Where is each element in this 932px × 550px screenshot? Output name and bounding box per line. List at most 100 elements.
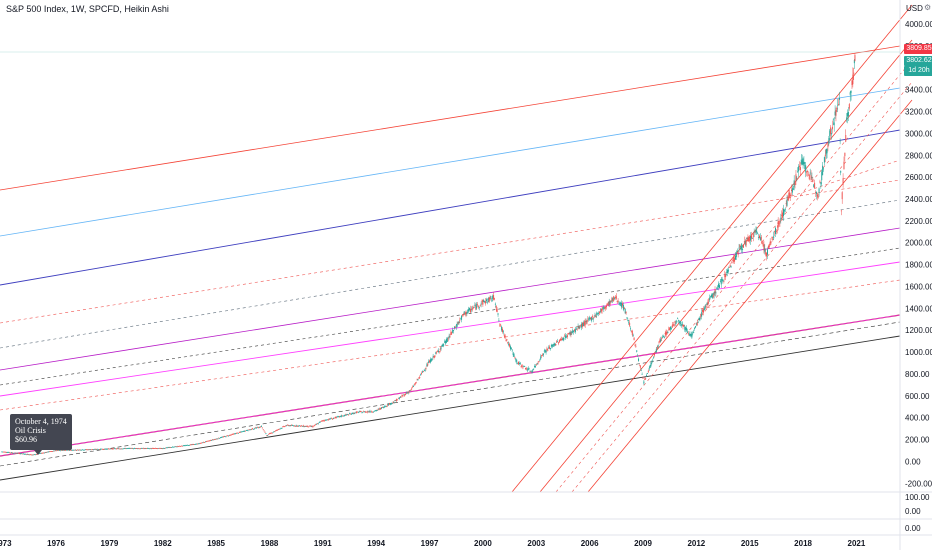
candle-body-944: [840, 170, 842, 173]
candle-body-243: [217, 438, 219, 440]
candle-body-563: [501, 328, 503, 332]
trend-line-blue: [0, 87, 901, 237]
candle-body-654: [582, 322, 584, 326]
candle-body-20: [19, 453, 21, 455]
candle-body-225: [201, 442, 203, 444]
candle-body-830: [739, 244, 741, 248]
y-tick-4: 3200.00: [905, 108, 932, 117]
candle-body-631: [562, 338, 564, 341]
candle-body-866: [771, 237, 773, 239]
candle-body-386: [344, 415, 346, 416]
candle-body-99: [89, 449, 91, 451]
candle-body-118: [106, 448, 108, 450]
x-tick-15: 2018: [794, 539, 812, 548]
candle-body-88: [79, 449, 81, 451]
candle-body-384: [342, 415, 344, 417]
candle-body-408: [364, 411, 366, 413]
candle-body-785: [699, 317, 701, 321]
candle-body-502: [447, 338, 449, 340]
gear-icon[interactable]: ⚙: [924, 3, 932, 12]
candle-body-443: [395, 400, 397, 402]
candle-body-741: [660, 339, 662, 342]
candle-body-134: [120, 448, 122, 450]
candle-body-378: [337, 416, 339, 418]
candle-body-596: [531, 371, 533, 373]
candle-body-632: [563, 337, 565, 340]
candle-body-436: [389, 403, 391, 405]
candle-body-404: [360, 411, 362, 412]
candle-body-646: [575, 328, 577, 330]
candle-body-368: [328, 418, 330, 420]
candle-body-913: [813, 184, 815, 188]
candle-body-871: [775, 231, 777, 233]
candle-body-144: [129, 448, 131, 449]
candle-body-237: [212, 439, 214, 441]
candle-body-29: [27, 453, 29, 455]
candle-body-536: [477, 306, 479, 308]
candle-body-914: [814, 182, 816, 189]
candle-body-546: [486, 301, 488, 303]
current-price-badge: 3802.62: [904, 56, 932, 66]
candle-body-361: [322, 420, 324, 422]
candle-body-958: [852, 74, 854, 85]
candle-body-656: [584, 320, 586, 326]
candle-body-448: [399, 397, 401, 398]
candle-body-616: [549, 346, 551, 349]
candle-body-726: [646, 373, 648, 375]
candle-body-215: [192, 444, 194, 445]
candle-body-494: [440, 347, 442, 349]
candle-body-725: [646, 375, 648, 376]
candle-body-126: [113, 448, 115, 450]
candle-body-709: [631, 330, 633, 336]
candle-body-648: [577, 325, 579, 328]
price-axis[interactable]: 4000.003800.003600.003400.003200.003000.…: [905, 20, 932, 533]
candle-body-33: [30, 454, 32, 456]
candle-body-660: [588, 318, 590, 320]
candle-body-729: [649, 365, 651, 368]
candle-body-668: [595, 316, 597, 318]
candle-body-905: [806, 171, 808, 173]
candle-body-881: [784, 208, 786, 210]
y-tick-5: 3000.00: [905, 129, 932, 138]
candle-body-192: [172, 446, 174, 448]
candle-body-226: [202, 442, 204, 444]
candle-body-587: [523, 365, 525, 367]
candle-body-638: [568, 333, 570, 334]
candle-body-701: [624, 308, 626, 314]
candle-body-180: [161, 448, 163, 449]
candle-body-354: [316, 423, 318, 425]
candle-body-258: [230, 434, 232, 436]
candle-body-825: [734, 255, 736, 260]
candle-body-574: [511, 350, 513, 352]
candle-body-910: [810, 175, 812, 181]
candle-body-396: [353, 412, 355, 414]
candle-body-22: [20, 453, 22, 455]
candle-body-956: [850, 90, 852, 93]
y-tick-16: 800.00: [905, 370, 930, 379]
candle-body-926: [824, 154, 826, 157]
candle-body-294: [262, 429, 264, 431]
candle-body-826: [735, 252, 737, 257]
candle-body-799: [711, 293, 713, 299]
candle-body-658: [586, 320, 588, 324]
candle-body-239: [213, 439, 215, 441]
time-axis[interactable]: 1973 1976 1979 1982 1985 1988 1991 1994 1997 2000…: [0, 539, 866, 548]
candle-body-345: [308, 426, 310, 428]
oil-crisis-annotation[interactable]: October 4, 1974 Oil Crisis $60.96: [10, 414, 72, 455]
candle-body-621: [553, 344, 555, 346]
candle-body-202: [180, 445, 182, 447]
y-tick-20: 0.00: [905, 457, 921, 466]
x-tick-9: 2000: [474, 539, 492, 548]
candle-body-234: [209, 440, 211, 442]
candle-body-769: [685, 327, 687, 331]
candle-body-422: [376, 410, 378, 411]
candle-body-933: [831, 133, 833, 135]
candle-body-437: [389, 403, 391, 405]
x-tick-8: 1997: [421, 539, 439, 548]
candle-body-128: [115, 448, 117, 450]
candle-body-710: [632, 335, 634, 337]
y-tick-12: 1600.00: [905, 282, 932, 291]
candle-body-454: [405, 393, 407, 395]
candle-body-560: [499, 324, 501, 326]
